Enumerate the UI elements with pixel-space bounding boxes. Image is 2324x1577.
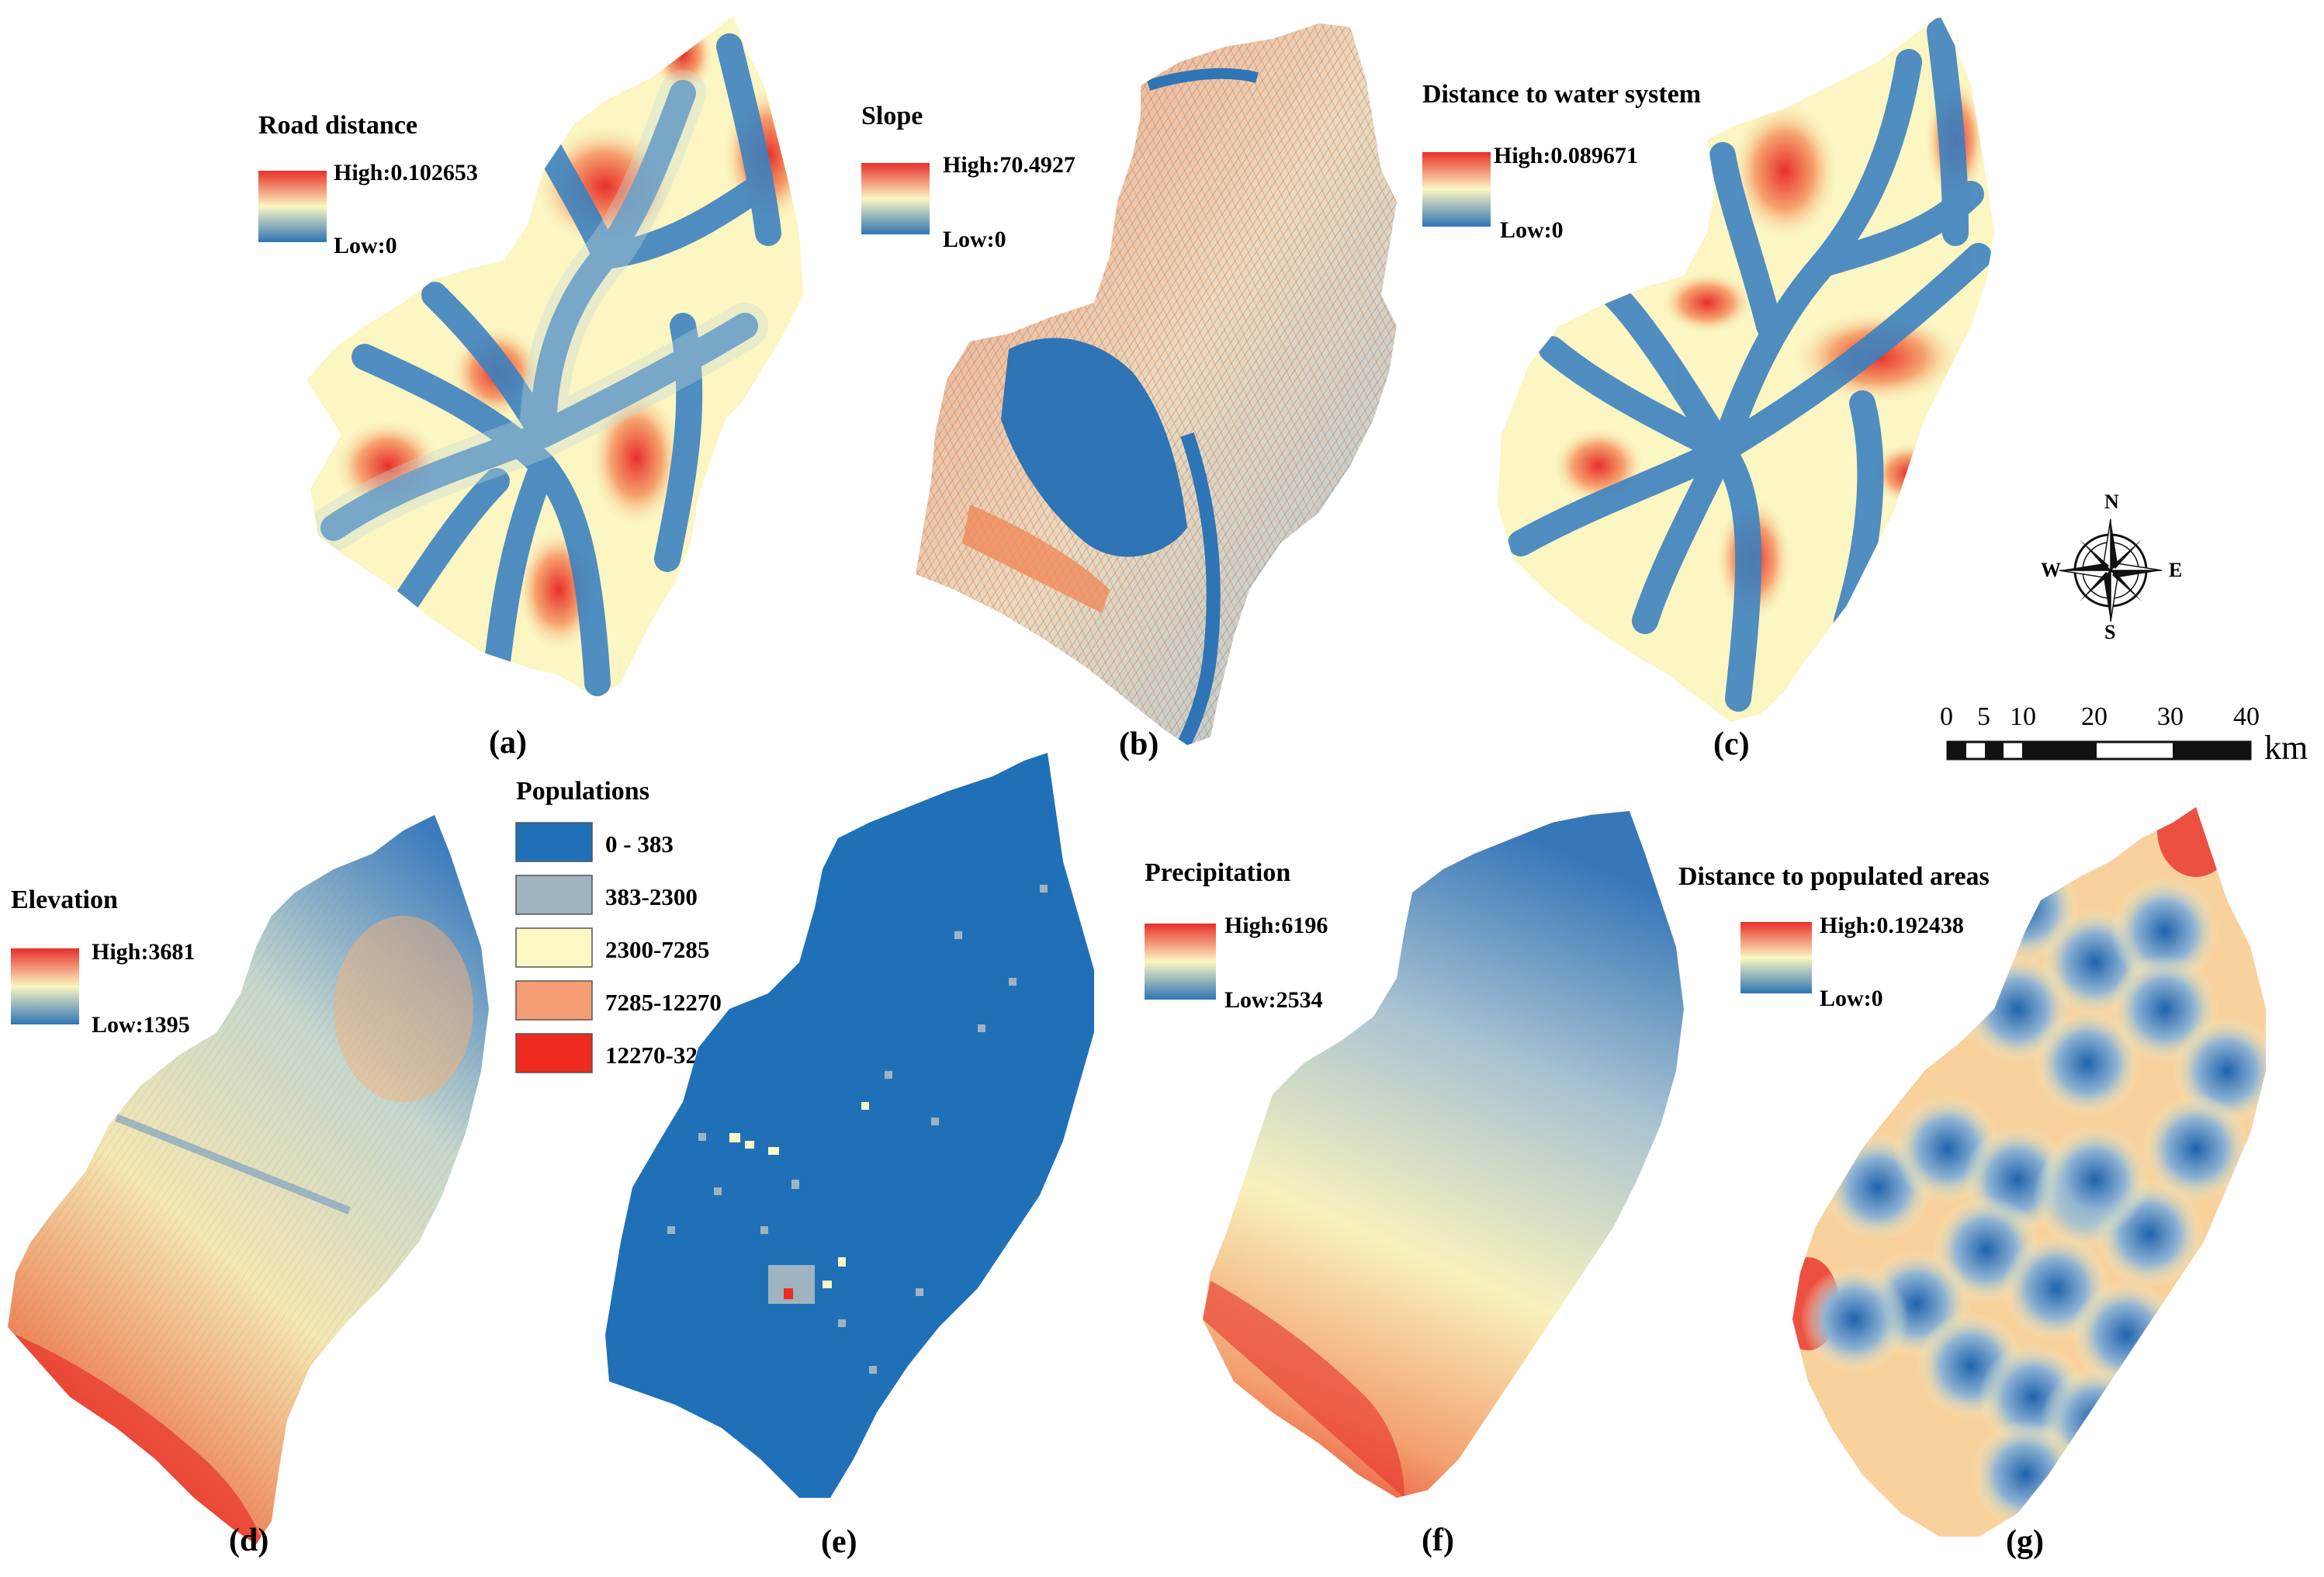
panel-label-a: (a) (489, 725, 527, 761)
panel-label-f: (f) (1422, 1523, 1454, 1558)
map-distance-populated (1792, 807, 2266, 1537)
populations-class-label: 7285-12270 (605, 989, 722, 1016)
precipitation-title: Precipitation (1145, 858, 1290, 887)
populated-area-center (2111, 877, 2219, 986)
populations-class: 7285-12270 (515, 980, 722, 1021)
panel-label-g: (g) (2006, 1524, 2044, 1560)
populated-area-center (1800, 1265, 1909, 1374)
map-distance-water (1498, 16, 1994, 722)
populations-legend: 0 - 383 383-2300 2300-7285 7285-12270 12… (515, 822, 733, 1073)
elevation-title: Elevation (11, 886, 118, 914)
panel-label-c: (c) (1713, 726, 1750, 762)
scale-tick-40: 40 (2233, 702, 2260, 731)
scale-unit: km (2264, 729, 2308, 767)
distance-populated-low: Low:0 (1820, 986, 1883, 1011)
road-distance-high: High:0.102653 (334, 160, 478, 185)
populated-area-center (2041, 1125, 2149, 1234)
distance-populated-high: High:0.192438 (1820, 913, 1964, 938)
scale-tick-5: 5 (1977, 702, 1990, 731)
road-distance-ramp (258, 171, 327, 242)
populations-title: Populations (516, 777, 649, 806)
distance-water-low: Low:0 (1500, 217, 1564, 243)
map-populations (605, 753, 1094, 1498)
precipitation-high: High:6196 (1224, 913, 1328, 938)
populated-area-center (1971, 1420, 2080, 1529)
slope-ramp (861, 163, 930, 234)
map-precipitation (1203, 811, 1684, 1498)
panel-label-e: (e) (821, 1524, 857, 1560)
populations-class-label: 2300-7285 (605, 936, 709, 963)
scale-bar (1946, 740, 2252, 761)
road-distance-low: Low:0 (334, 233, 397, 258)
map-road-distance (307, 16, 803, 698)
precipitation-low: Low:2534 (1224, 987, 1323, 1013)
populations-class: 2300-7285 (515, 927, 709, 968)
scale-tick-0: 0 (1940, 702, 1953, 731)
compass-s: S (2104, 621, 2115, 643)
slope-title: Slope (861, 102, 923, 130)
populations-class-label: 383-2300 (605, 883, 698, 910)
compass-n: N (2104, 490, 2119, 513)
precipitation-ramp (1145, 924, 1216, 1000)
road-distance-title: Road distance (258, 111, 417, 140)
populations-class-label: 0 - 383 (605, 830, 674, 858)
distance-populated-title: Distance to populated areas (1678, 862, 1990, 891)
distance-populated-ramp (1740, 922, 1812, 993)
compass-w: W (2041, 559, 2061, 581)
panel-label-d: (d) (229, 1523, 268, 1558)
populations-class: 383-2300 (515, 875, 698, 915)
scale-tick-30: 30 (2157, 702, 2184, 731)
panel-label-b: (b) (1119, 726, 1159, 762)
compass-e: E (2169, 559, 2182, 581)
slope-low: Low:0 (943, 227, 1006, 252)
elevation-high: High:3681 (92, 939, 195, 965)
distance-water-high: High:0.089671 (1494, 143, 1638, 168)
populated-area-center (2033, 1009, 2142, 1118)
slope-high: High:70.4927 (943, 152, 1075, 178)
elevation-low: Low:1395 (92, 1012, 190, 1038)
scale-tick-20: 20 (2081, 702, 2108, 731)
map-slope (916, 23, 1397, 745)
map-elevation (8, 815, 489, 1544)
distance-water-title: Distance to water system (1422, 80, 1701, 109)
compass-rose-icon (2059, 518, 2163, 622)
scale-tick-10: 10 (2010, 702, 2036, 731)
populations-class: 0 - 383 (515, 822, 674, 862)
distance-water-ramp (1422, 152, 1491, 227)
populated-area-center (2142, 1094, 2250, 1203)
elevation-ramp (11, 948, 79, 1024)
